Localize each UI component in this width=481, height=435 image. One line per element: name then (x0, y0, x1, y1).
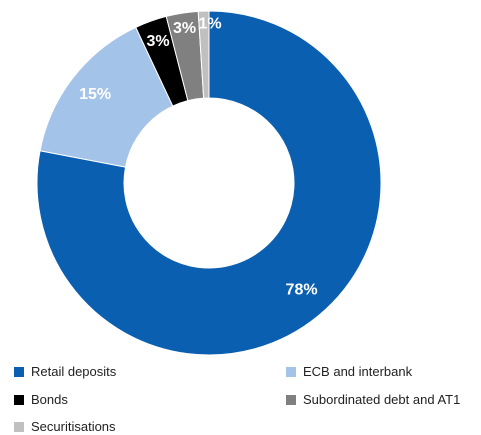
slice-label-subordinated-debt-and-at1: 3% (173, 20, 196, 37)
slice-label-bonds: 3% (147, 33, 170, 50)
donut-slices (37, 11, 381, 355)
slice-label-securitisations: 1% (198, 16, 221, 33)
slice-label-retail-deposits: 78% (286, 282, 318, 299)
slice-label-ecb-and-interbank: 15% (79, 86, 111, 103)
